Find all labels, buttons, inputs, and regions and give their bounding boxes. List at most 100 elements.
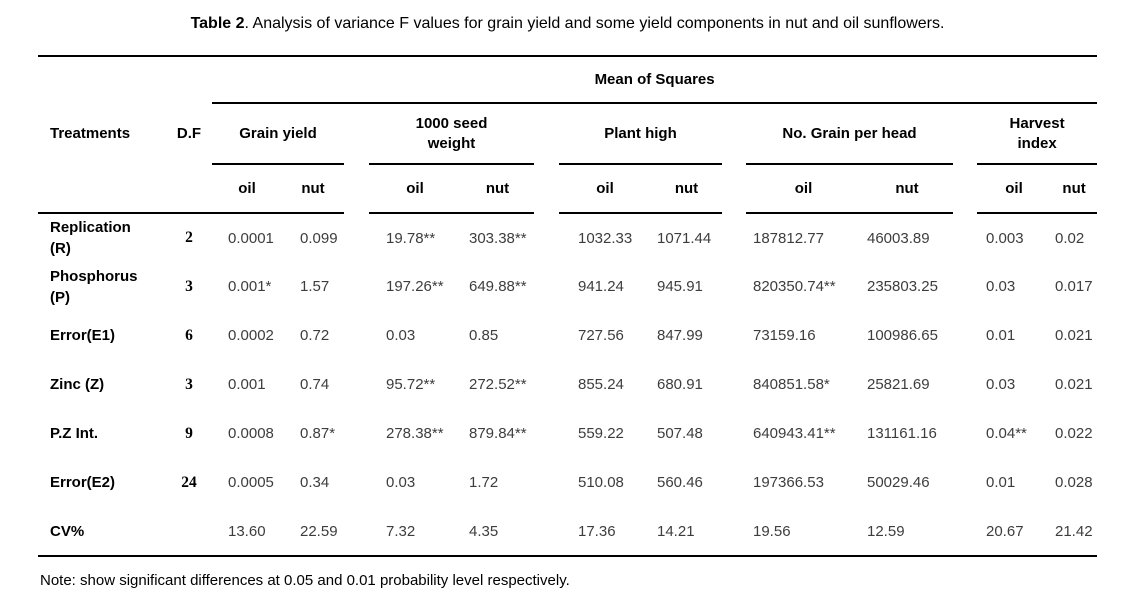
column-gap — [722, 409, 746, 458]
value-cell: 303.38** — [469, 229, 527, 247]
column-gap — [953, 164, 977, 213]
subheader-seed-weight-oil: oil — [369, 164, 461, 214]
subheader-harvest-nut: nut — [1051, 164, 1098, 214]
value-cell: 0.001 — [228, 376, 266, 393]
value-cell: 12.59 — [867, 522, 905, 540]
value-cell: 0.021 — [1055, 327, 1093, 344]
treatment-cell: CV% — [50, 522, 85, 540]
value-cell: 0.099 — [300, 229, 338, 247]
column-gap — [953, 262, 977, 311]
column-gap — [344, 507, 369, 556]
value-cell: 197366.53 — [753, 474, 824, 491]
column-gap — [722, 262, 746, 311]
table-title-number: Table 2 — [190, 15, 245, 32]
value-cell: 0.0001 — [228, 229, 274, 247]
column-gap — [344, 262, 369, 311]
value-cell: 25821.69 — [867, 376, 930, 393]
value-cell: 0.01 — [986, 327, 1016, 344]
column-gap — [534, 213, 559, 262]
value-cell: 0.001* — [228, 278, 272, 295]
column-gap — [722, 507, 746, 556]
value-cell: 0.03 — [386, 474, 416, 491]
mean-of-squares-header: Mean of Squares — [212, 56, 1098, 104]
table-row: Replication (R) 2 0.0001 0.099 19.78** 303.38… — [38, 213, 1097, 262]
subheader-plant-high-nut: nut — [651, 164, 722, 214]
df-cell: 3 — [185, 375, 193, 393]
value-cell: 0.0008 — [228, 425, 274, 442]
document-page: Table 2. Analysis of variance F values f… — [38, 12, 1098, 589]
value-cell: 649.88** — [469, 278, 527, 295]
value-cell: 7.32 — [386, 522, 416, 540]
header-corner-blank — [38, 56, 212, 103]
value-cell: 0.72 — [300, 327, 330, 344]
column-gap — [344, 311, 369, 360]
col-header-treatments: Treatments — [50, 124, 131, 142]
subheader-seed-weight-nut: nut — [461, 164, 534, 214]
column-gap — [344, 213, 369, 262]
column-gap — [534, 360, 559, 409]
column-gap — [534, 311, 559, 360]
value-cell: 507.48 — [657, 425, 703, 442]
group-header-1000-seed-weight: 1000 seed weight — [369, 103, 534, 165]
value-cell: 879.84** — [469, 425, 527, 442]
value-cell: 0.04** — [986, 425, 1027, 442]
column-gap — [534, 409, 559, 458]
table-row: CV% 13.60 22.59 7.32 4.35 17.36 14.21 19.56 12.5… — [38, 507, 1097, 556]
value-cell: 1071.44 — [657, 229, 712, 247]
value-cell: 0.02 — [1055, 229, 1085, 247]
column-gap — [722, 103, 746, 164]
value-cell: 0.022 — [1055, 425, 1093, 442]
treatment-cell: Phosphorus (P) — [50, 267, 138, 306]
value-cell: 847.99 — [657, 327, 703, 344]
treatment-cell: Error(E2) — [50, 474, 116, 491]
column-gap — [344, 409, 369, 458]
group-header-grain-yield: Grain yield — [212, 103, 344, 165]
subheader-plant-high-oil: oil — [559, 164, 651, 214]
value-cell: 0.03 — [386, 327, 416, 344]
value-cell: 1.72 — [469, 474, 499, 491]
column-gap — [534, 458, 559, 507]
column-gap — [953, 458, 977, 507]
col-header-df: D.F — [176, 124, 202, 142]
value-cell: 640943.41** — [753, 425, 836, 442]
column-gap — [722, 458, 746, 507]
value-cell: 50029.46 — [867, 474, 930, 491]
table-title: Table 2. Analysis of variance F values f… — [38, 12, 1097, 36]
value-cell: 19.78** — [386, 229, 436, 247]
value-cell: 0.021 — [1055, 376, 1093, 393]
value-cell: 559.22 — [578, 425, 624, 442]
value-cell: 13.60 — [228, 522, 266, 540]
value-cell: 17.36 — [578, 522, 616, 540]
column-gap — [534, 103, 559, 164]
value-cell: 945.91 — [657, 278, 703, 295]
value-cell: 14.21 — [657, 522, 695, 540]
df-cell: 24 — [181, 473, 197, 491]
treatment-cell: Error(E1) — [50, 327, 116, 344]
value-cell: 0.01 — [986, 474, 1016, 491]
value-cell: 510.08 — [578, 474, 624, 491]
value-cell: 0.017 — [1055, 278, 1093, 295]
value-cell: 855.24 — [578, 376, 624, 393]
table-row: Error(E1) 6 0.0002 0.72 0.03 0.85 727.56 847.99… — [38, 311, 1097, 360]
column-gap — [953, 103, 977, 164]
value-cell: 0.003 — [986, 229, 1024, 247]
value-cell: 0.0005 — [228, 474, 274, 491]
value-cell: 1.57 — [300, 278, 330, 295]
column-gap — [722, 164, 746, 213]
subheader-blank-df — [166, 164, 212, 214]
table-row: Error(E2) 24 0.0005 0.34 0.03 1.72 510.08 560.4… — [38, 458, 1097, 507]
column-gap — [344, 164, 369, 213]
subheader-grain-per-head-oil: oil — [746, 164, 861, 214]
value-cell: 0.03 — [986, 278, 1016, 295]
column-gap — [722, 213, 746, 262]
group-header-plant-high: Plant high — [559, 103, 722, 165]
treatment-cell: Zinc (Z) — [50, 376, 105, 393]
value-cell: 0.87* — [300, 425, 336, 442]
value-cell: 197.26** — [386, 278, 444, 295]
column-gap — [722, 311, 746, 360]
column-gap — [722, 360, 746, 409]
value-cell: 680.91 — [657, 376, 703, 393]
subheader-blank-treatments — [38, 164, 166, 214]
column-gap — [953, 507, 977, 556]
value-cell: 4.35 — [469, 522, 499, 540]
